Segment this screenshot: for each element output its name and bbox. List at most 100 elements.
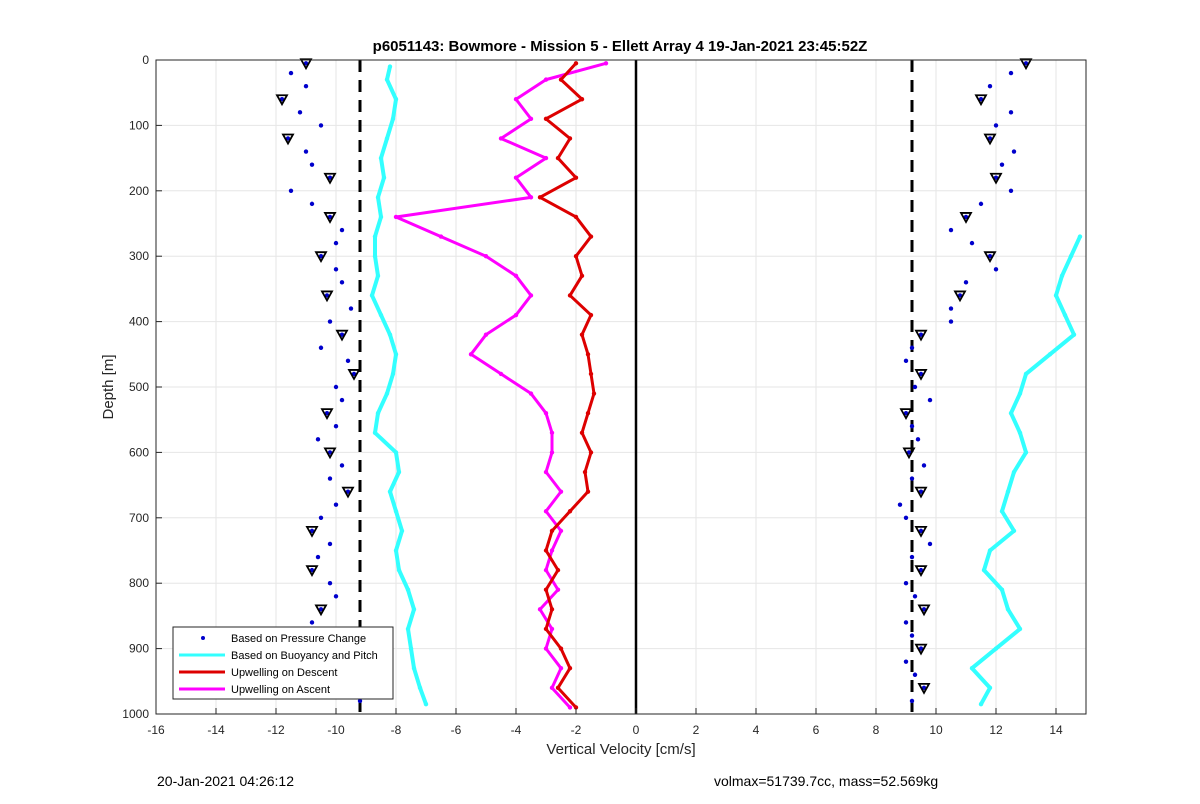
- buoyancy-descent-line-point: [387, 489, 393, 494]
- pressure-triangle-marker: [299, 58, 313, 71]
- descent-upwelling-line-point: [588, 450, 594, 455]
- pressure-ascent-point: [1008, 188, 1014, 193]
- pressure-ascent-point: [903, 410, 909, 416]
- descent-upwelling-line-point: [558, 646, 564, 651]
- chart-title: p6051143: Bowmore - Mission 5 - Ellett A…: [373, 38, 868, 55]
- grid-lines: [155, 59, 1086, 715]
- pressure-triangle-marker: [305, 565, 319, 577]
- buoyancy-descent-line-point: [378, 155, 384, 161]
- pressure-ascent-point: [1008, 70, 1014, 76]
- ascent-upwelling-line-point: [537, 607, 543, 612]
- pressure-triangle-marker: [275, 94, 289, 107]
- pressure-ascent-point: [987, 83, 993, 89]
- x-tick-label: -16: [147, 723, 165, 737]
- pressure-descent-point: [309, 162, 315, 167]
- pressure-ascent-point: [948, 227, 954, 233]
- pressure-triangle-marker: [914, 525, 928, 538]
- pressure-triangle-marker: [305, 525, 319, 538]
- buoyancy-descent-line-point: [372, 254, 378, 259]
- descent-upwelling-line: [538, 62, 596, 709]
- pressure-descent-point: [357, 698, 363, 704]
- ascent-upwelling-line-point: [528, 116, 534, 122]
- pressure-descent-point: [339, 397, 345, 403]
- pressure-ascent-point: [909, 345, 915, 350]
- pressure-triangle-marker: [989, 172, 1003, 185]
- ascent-upwelling-line-point: [543, 469, 549, 475]
- descent-upwelling-line-point: [579, 97, 585, 102]
- buoyancy-descent-line-point: [372, 234, 378, 239]
- buoyancy-descent-line-point: [396, 567, 402, 573]
- buoyancy-descent-line-point: [396, 469, 402, 475]
- pressure-triangle-marker: [983, 133, 997, 146]
- pressure-ascent-point: [921, 463, 927, 468]
- reference-lines: [358, 60, 914, 714]
- y-tick-label: 200: [129, 184, 149, 198]
- pressure-descent-point: [348, 306, 354, 311]
- legend-entry-label: Based on Pressure Change: [231, 633, 366, 645]
- pressure-descent-point: [318, 123, 324, 128]
- descent-upwelling-line-point: [588, 234, 594, 239]
- pressure-triangle-marker: [914, 486, 928, 499]
- pressure-ascent-point: [948, 306, 954, 311]
- legend-entry-label: Upwelling on Ascent: [231, 684, 330, 696]
- buoyancy-descent-line-point: [384, 136, 390, 141]
- pressure-ascent-point: [993, 123, 999, 128]
- ascent-upwelling-line-point: [555, 587, 561, 592]
- ascent-upwelling-line-point: [543, 567, 549, 573]
- pressure-triangle-marker: [917, 682, 931, 695]
- ascent-upwelling-line-point: [528, 195, 534, 200]
- ascent-upwelling-line-point: [513, 175, 519, 180]
- ascent-upwelling-line-point: [468, 352, 474, 357]
- pressure-descent-point: [309, 620, 315, 625]
- y-tick-label: 900: [129, 642, 149, 656]
- pressure-descent-point: [339, 227, 345, 233]
- buoyancy-ascent-line-point: [1053, 293, 1059, 298]
- y-tick-label: 100: [129, 118, 149, 132]
- descent-upwelling-line-point: [537, 195, 543, 200]
- buoyancy-descent-line-point: [393, 548, 399, 553]
- buoyancy-descent-line-point: [390, 116, 396, 122]
- pressure-triangle-marker: [914, 329, 928, 342]
- pressure-triangle-marker: [323, 172, 337, 185]
- pressure-ascent-point: [978, 97, 984, 102]
- ascent-upwelling-line: [394, 61, 607, 709]
- pressure-ascent-point: [1011, 149, 1017, 154]
- ascent-upwelling-line-point: [438, 234, 444, 239]
- descent-upwelling-line-point: [573, 705, 579, 710]
- descent-upwelling-line-point: [543, 626, 549, 632]
- x-tick-label: -4: [511, 723, 522, 737]
- x-tick-label: 2: [693, 723, 700, 737]
- pressure-descent-point: [327, 175, 333, 180]
- legend-entry-label: Based on Buoyancy and Pitch: [231, 650, 378, 662]
- pressure-ascent-point: [918, 567, 924, 573]
- pressure-ascent-point: [918, 489, 924, 494]
- buoyancy-ascent-line-point: [1017, 430, 1023, 435]
- descent-upwelling-line-point: [573, 61, 579, 66]
- buoyancy-descent-line-point: [387, 64, 393, 69]
- pressure-descent-point: [297, 110, 303, 115]
- pressure-descent-point: [333, 267, 339, 272]
- pressure-triangle-marker: [953, 290, 967, 303]
- buoyancy-ascent-line-point: [987, 685, 993, 691]
- descent-upwelling-line-point: [567, 293, 573, 298]
- y-tick-label: 600: [129, 445, 149, 459]
- pressure-triangle-marker: [974, 94, 988, 107]
- pressure-triangle-marker: [914, 643, 928, 656]
- pressure-triangle-marker: [1019, 58, 1033, 71]
- pressure-ascent-point: [918, 371, 924, 377]
- pressure-descent-point: [318, 345, 324, 350]
- descent-upwelling-line-point: [579, 273, 585, 279]
- pressure-descent-point: [327, 581, 333, 586]
- pressure-ascent-point: [903, 620, 909, 625]
- descent-upwelling-line-point: [588, 312, 594, 318]
- buoyancy-ascent-line-point: [1047, 352, 1053, 357]
- buoyancy-ascent-line-point: [993, 646, 999, 651]
- pressure-triangle-marker: [341, 486, 355, 499]
- pressure-triangle-marker: [899, 408, 913, 421]
- descent-upwelling-line-point: [573, 214, 579, 220]
- descent-upwelling-line-point: [588, 371, 594, 377]
- ascent-upwelling-line-point: [543, 646, 549, 651]
- descent-upwelling-line-point: [585, 410, 591, 416]
- ascent-upwelling-line-point: [558, 489, 564, 494]
- series-layer: [275, 58, 1083, 710]
